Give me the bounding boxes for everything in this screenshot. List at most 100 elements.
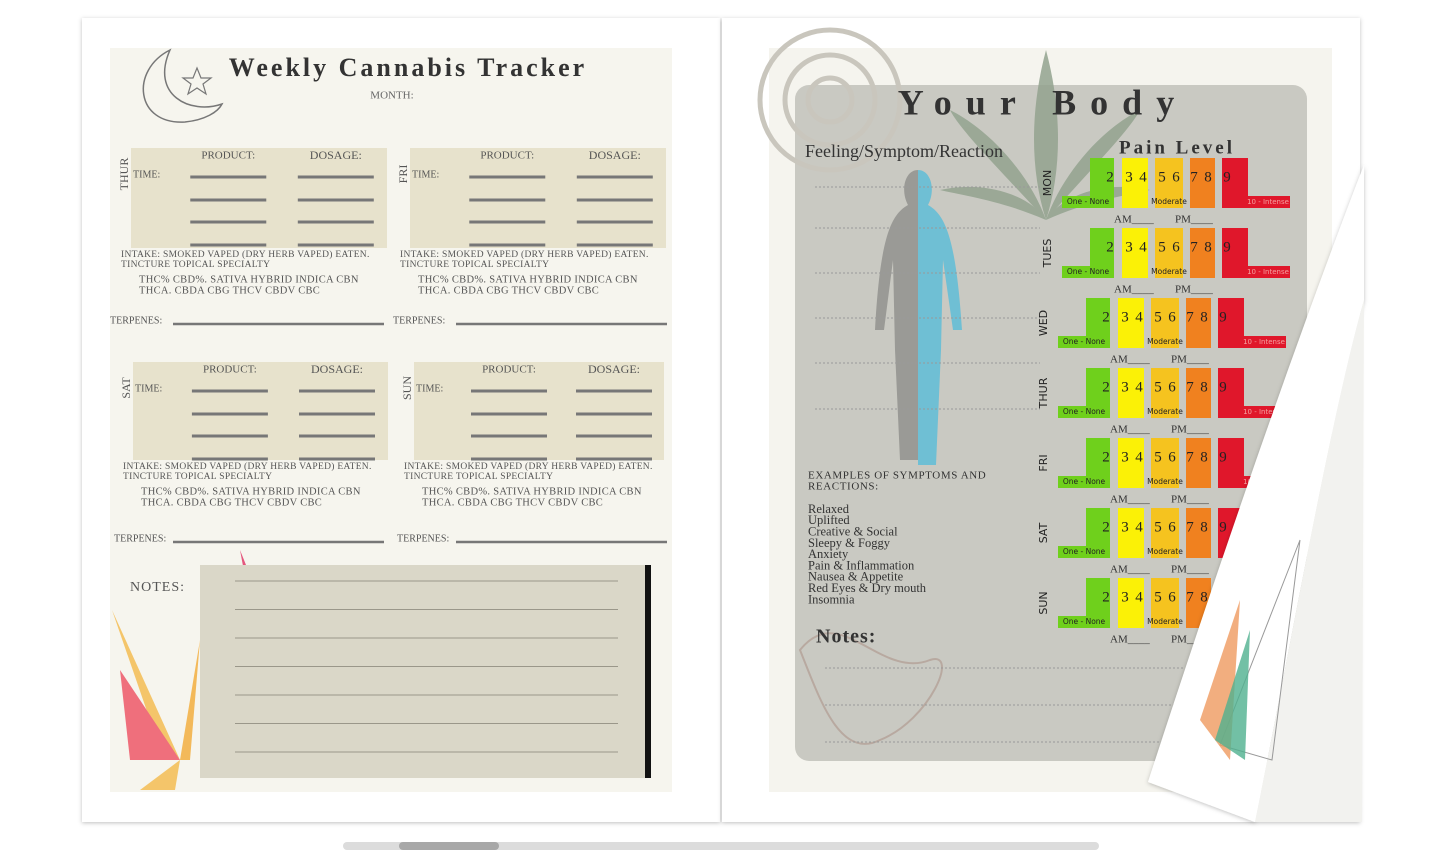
- notes-label: NOTES:: [130, 580, 185, 595]
- scale-lightorange: [1155, 228, 1183, 278]
- scale-lightorange: [1155, 158, 1183, 208]
- dosage-label: DOSAGE:: [310, 148, 362, 162]
- scale-number: 7: [1186, 449, 1194, 465]
- am-label: AM____: [1110, 424, 1150, 436]
- type-text: THCA. CBDA CBG THCV CBDV CBC: [141, 497, 322, 508]
- example-item: Anxiety: [808, 547, 849, 561]
- pm-label: PM____: [1175, 284, 1213, 296]
- examples-heading: REACTIONS:: [808, 481, 879, 493]
- am-label: AM____: [1110, 494, 1150, 506]
- pain-day-label: MON: [1041, 170, 1054, 196]
- terpenes-label: TERPENES:: [114, 533, 166, 544]
- scale-number: 4: [1135, 519, 1143, 535]
- dosage-label: DOSAGE:: [588, 362, 640, 376]
- month-label: MONTH:: [370, 90, 413, 102]
- scale-number: 3: [1121, 309, 1129, 325]
- terpenes-label: TERPENES:: [397, 533, 449, 544]
- scale-number: 5: [1154, 449, 1162, 465]
- pain-day-label: WED: [1037, 310, 1050, 336]
- terpenes-label: TERPENES:: [393, 315, 445, 326]
- scale-number: 2: [1102, 379, 1110, 395]
- scale-number: 7: [1186, 379, 1194, 395]
- mid-label: Moderate: [1147, 477, 1183, 486]
- page-curl: [1148, 165, 1364, 822]
- scale-number: 3: [1125, 169, 1133, 185]
- scrollbar-track: [343, 842, 1099, 850]
- leaf-left: [112, 550, 246, 790]
- scale-lightorange: [1151, 578, 1179, 628]
- intake-text: INTAKE: SMOKED VAPED (DRY HERB VAPED) EA…: [404, 461, 653, 472]
- notes-box: [200, 565, 645, 778]
- product-label: PRODUCT:: [482, 364, 536, 376]
- scale-number: 8: [1200, 519, 1208, 535]
- scale-number: 6: [1168, 589, 1176, 605]
- scale-orange: [1190, 158, 1215, 208]
- scale-number: 6: [1168, 449, 1176, 465]
- am-label: AM____: [1114, 284, 1154, 296]
- entry-box: [133, 362, 388, 460]
- scrollbar-thumb[interactable]: [399, 842, 499, 850]
- decor-circles: [757, 27, 903, 173]
- scale-number: 7: [1190, 169, 1198, 185]
- intake-text: TINCTURE TOPICAL SPECIALTY: [121, 260, 270, 270]
- scale-number: 4: [1135, 379, 1143, 395]
- example-item: Creative & Social: [808, 524, 898, 538]
- body-title: Your Body: [898, 82, 1188, 122]
- scale-number: 5: [1154, 519, 1162, 535]
- scale-green: [1058, 578, 1110, 628]
- day-label: SUN: [400, 376, 414, 400]
- moon-icon: [142, 48, 224, 123]
- am-label: AM____: [1110, 634, 1150, 646]
- scale-orange: [1190, 228, 1215, 278]
- pm-label: PM____: [1171, 424, 1209, 436]
- type-text: THC% CBD%. SATIVA HYBRID INDICA CBN: [422, 486, 642, 497]
- pm-label: PM____: [1171, 494, 1209, 506]
- low-label: One - None: [1063, 547, 1106, 556]
- type-text: THC% CBD%. SATIVA HYBRID INDICA CBN: [139, 274, 359, 285]
- pain-day-label: THUR: [1037, 377, 1050, 409]
- mid-label: Moderate: [1147, 617, 1183, 626]
- low-label: One - None: [1063, 477, 1106, 486]
- scale-green: [1058, 438, 1110, 488]
- scale-lightorange: [1151, 508, 1179, 558]
- scale-orange: [1186, 438, 1211, 488]
- scale-number: 5: [1154, 589, 1162, 605]
- dosage-label: DOSAGE:: [311, 362, 363, 376]
- scale-number: 5: [1158, 169, 1166, 185]
- type-text: THC% CBD%. SATIVA HYBRID INDICA CBN: [418, 274, 638, 285]
- scale-green: [1062, 228, 1114, 278]
- low-label: One - None: [1063, 407, 1106, 416]
- scale-yellow: [1118, 508, 1144, 558]
- entry-box: [414, 362, 664, 460]
- scale-number: 5: [1154, 379, 1162, 395]
- entry-box: [131, 148, 387, 248]
- scale-number: 8: [1204, 169, 1212, 185]
- time-label: TIME:: [416, 383, 443, 394]
- day-label: SAT: [119, 377, 133, 399]
- scale-green: [1058, 368, 1110, 418]
- type-text: THCA. CBDA CBG THCV CBDV CBC: [418, 285, 599, 296]
- high-label: 10 - Intense: [1247, 198, 1289, 206]
- scale-number: 9: [1223, 169, 1231, 185]
- scale-number: 6: [1168, 519, 1176, 535]
- scale-red: [1222, 228, 1290, 278]
- scale-number: 4: [1139, 169, 1147, 185]
- low-label: One - None: [1063, 337, 1106, 346]
- pain-label: Pain Level: [1119, 137, 1235, 158]
- mid-label: Moderate: [1147, 407, 1183, 416]
- terpenes-label: TERPENES:: [110, 315, 162, 326]
- scale-number: 9: [1219, 379, 1227, 395]
- scale-red: [1222, 158, 1290, 208]
- time-label: TIME:: [135, 383, 162, 394]
- scale-number: 2: [1106, 239, 1114, 255]
- scale-number: 3: [1121, 589, 1129, 605]
- product-label: PRODUCT:: [203, 364, 257, 376]
- scale-lightorange: [1151, 298, 1179, 348]
- scale-number: 2: [1102, 309, 1110, 325]
- entry-box: [410, 148, 666, 248]
- scale-number: 9: [1219, 449, 1227, 465]
- scale-number: 3: [1121, 379, 1129, 395]
- scale-lightorange: [1151, 368, 1179, 418]
- intake-text: TINCTURE TOPICAL SPECIALTY: [123, 472, 272, 482]
- mid-label: Moderate: [1151, 267, 1187, 276]
